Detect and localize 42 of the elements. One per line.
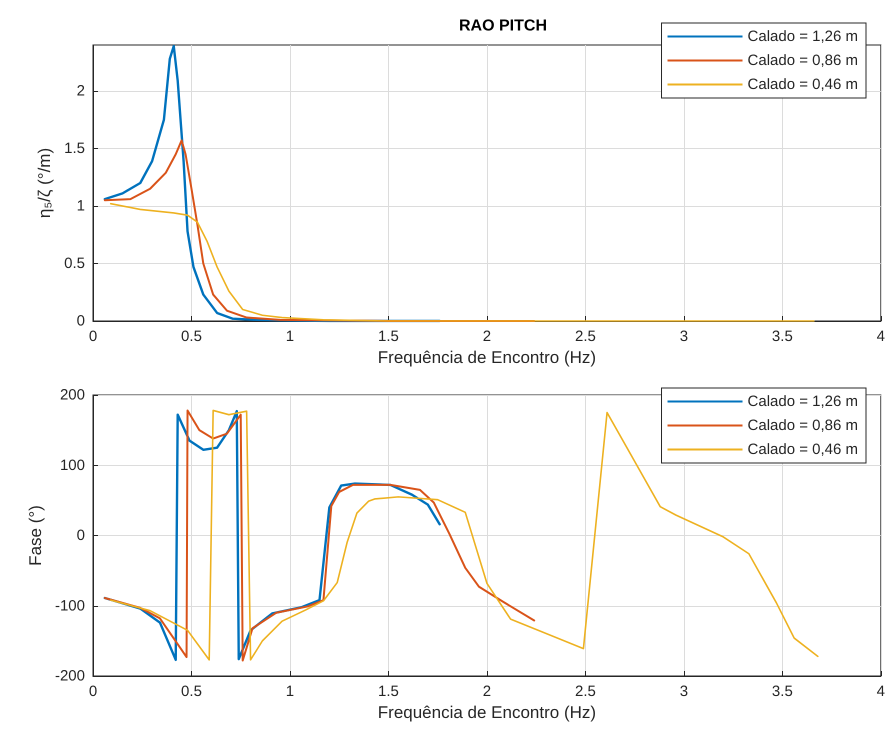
legend-label: Calado = 1,26 m	[748, 393, 858, 410]
x-tick-label: 0.5	[181, 683, 202, 700]
x-tick-label: 0.5	[181, 328, 202, 345]
x-tick-label: 0	[88, 328, 98, 345]
legend-label: Calado = 0,46 m	[748, 441, 858, 458]
x-tick-label: 1	[286, 328, 294, 345]
x-tick-label: 4	[876, 328, 885, 345]
legend-label: Calado = 0,86 m	[748, 52, 858, 69]
x-tick-label: 3	[680, 328, 688, 345]
y-tick-label: 200	[60, 386, 85, 404]
y-tick-label: 0	[76, 312, 85, 330]
x-tick-label: 2	[482, 683, 492, 700]
y-tick-label: 0.5	[64, 255, 85, 272]
x-tick-label: 1.5	[378, 328, 399, 345]
x-tick-label: 3	[680, 683, 688, 700]
x-tick-label: 3.5	[772, 328, 793, 345]
y-tick-label: 1.5	[64, 140, 85, 157]
x-tick-label: 2.5	[574, 683, 596, 700]
y-tick-label: 0	[76, 527, 85, 544]
line-series	[110, 202, 815, 322]
x-tick-label: 3.5	[772, 683, 793, 700]
y-axis-title: Fase (°)	[26, 505, 46, 566]
line-series	[104, 410, 441, 662]
x-axis-title: Frequência de Encontro (Hz)	[378, 703, 596, 722]
y-tick-label: -200	[54, 668, 85, 684]
y-tick-label: 2	[76, 82, 85, 100]
y-tick-label: 100	[60, 456, 85, 474]
x-tick-label: 2.5	[574, 328, 596, 345]
legend-label: Calado = 0,86 m	[748, 417, 858, 434]
legend-label: Calado = 0,46 m	[748, 76, 858, 93]
x-tick-label: 1	[286, 683, 294, 700]
y-tick-label: 1	[76, 198, 85, 214]
legend-label: Calado = 1,26 m	[748, 28, 858, 45]
x-tick-label: 4	[876, 683, 885, 700]
x-tick-label: 2	[482, 328, 492, 345]
x-axis-title: Frequência de Encontro (Hz)	[378, 348, 596, 367]
chart-title: RAO PITCH	[459, 18, 547, 34]
x-tick-label: 1.5	[378, 683, 399, 700]
x-tick-label: 0	[88, 683, 98, 700]
y-axis-title: η₅/ζ (°/m)	[35, 148, 54, 218]
y-tick-label: -100	[54, 597, 85, 614]
line-series	[104, 409, 536, 662]
